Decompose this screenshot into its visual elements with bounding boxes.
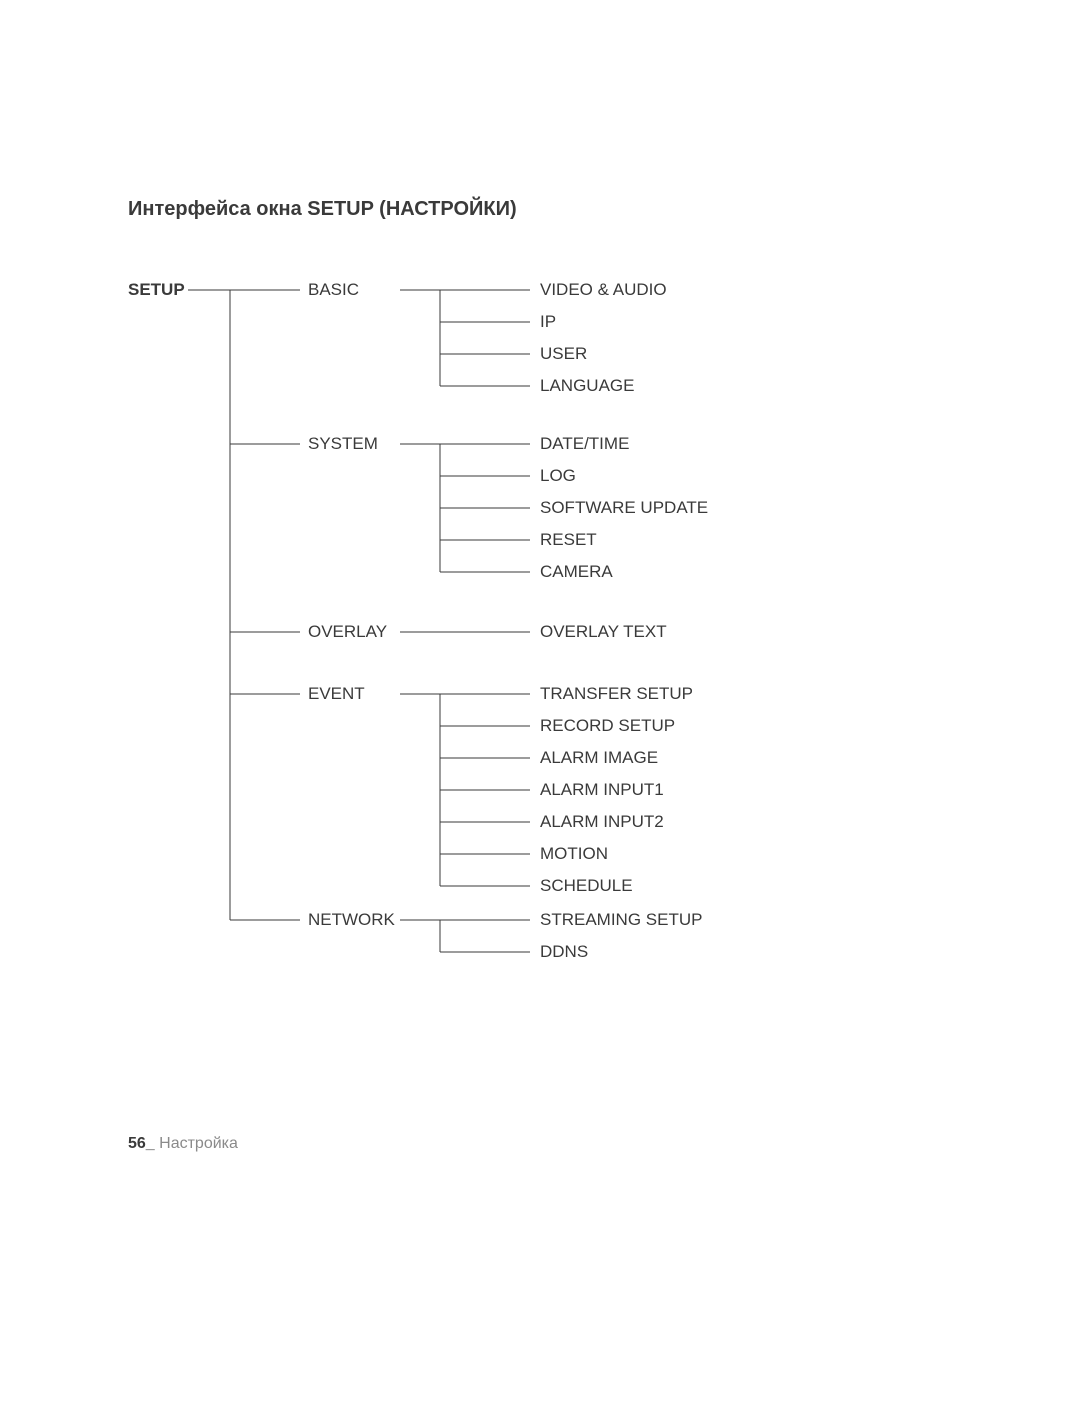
tree-level2-system-4: CAMERA bbox=[540, 562, 613, 582]
tree-level1-network: NETWORK bbox=[308, 910, 395, 930]
page-number: 56_ bbox=[128, 1135, 155, 1152]
tree-level2-event-2: ALARM IMAGE bbox=[540, 748, 658, 768]
footer-section: Настройка bbox=[155, 1135, 238, 1152]
tree-level2-event-1: RECORD SETUP bbox=[540, 716, 675, 736]
tree-level1-event: EVENT bbox=[308, 684, 365, 704]
tree-level2-basic-2: USER bbox=[540, 344, 587, 364]
page-footer: 56_ Настройка bbox=[128, 1135, 238, 1153]
tree-level2-system-1: LOG bbox=[540, 466, 576, 486]
tree-level2-basic-3: LANGUAGE bbox=[540, 376, 634, 396]
tree-level2-event-0: TRANSFER SETUP bbox=[540, 684, 693, 704]
tree-level2-overlay-0: OVERLAY TEXT bbox=[540, 622, 667, 642]
tree-root: SETUP bbox=[128, 280, 185, 300]
tree-level2-event-6: SCHEDULE bbox=[540, 876, 633, 896]
tree-level2-basic-1: IP bbox=[540, 312, 556, 332]
tree-level1-system: SYSTEM bbox=[308, 434, 378, 454]
tree-level2-event-3: ALARM INPUT1 bbox=[540, 780, 664, 800]
tree-level2-network-0: STREAMING SETUP bbox=[540, 910, 702, 930]
tree-level2-basic-0: VIDEO & AUDIO bbox=[540, 280, 667, 300]
tree-level2-system-2: SOFTWARE UPDATE bbox=[540, 498, 708, 518]
tree-level1-basic: BASIC bbox=[308, 280, 359, 300]
tree-level2-network-1: DDNS bbox=[540, 942, 588, 962]
tree-level2-event-4: ALARM INPUT2 bbox=[540, 812, 664, 832]
tree-level2-system-0: DATE/TIME bbox=[540, 434, 629, 454]
page-heading: Интерфейса окна SETUP (НАСТРОЙКИ) bbox=[128, 198, 517, 221]
tree-level2-system-3: RESET bbox=[540, 530, 597, 550]
tree-level1-overlay: OVERLAY bbox=[308, 622, 387, 642]
tree-level2-event-5: MOTION bbox=[540, 844, 608, 864]
